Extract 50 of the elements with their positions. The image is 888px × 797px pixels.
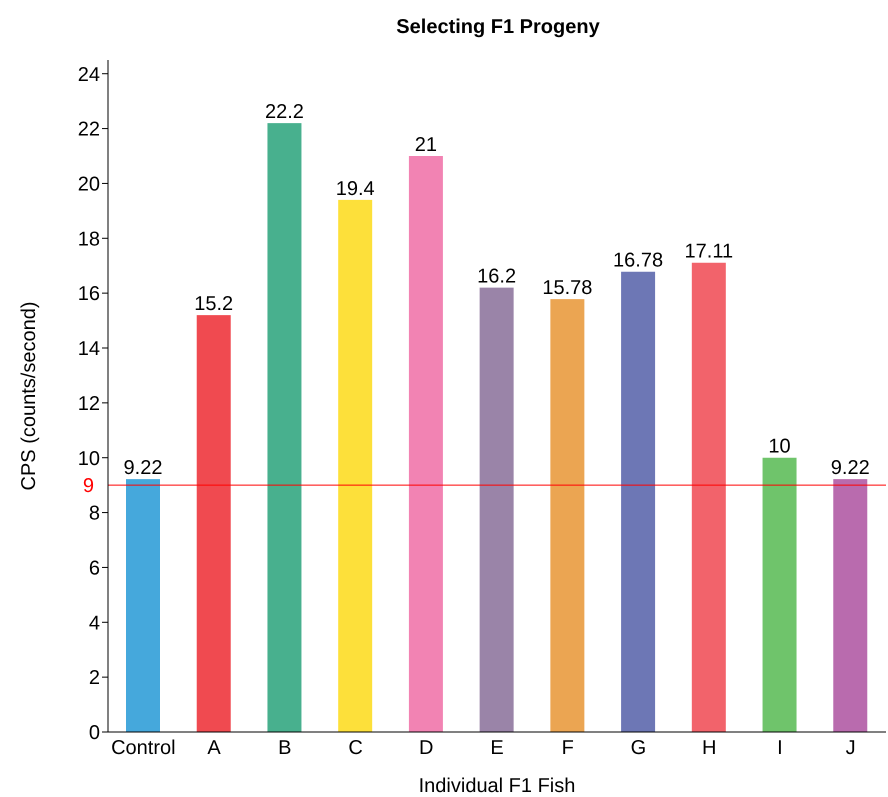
- y-tick-label: 4: [88, 612, 100, 634]
- x-tick-label: E: [490, 737, 504, 760]
- y-tick-label: 6: [88, 558, 100, 580]
- data-label: 22.2: [264, 101, 304, 124]
- data-label: 10: [768, 436, 791, 458]
- y-tick-label: 16: [78, 283, 100, 306]
- x-tick-label: C: [348, 737, 363, 760]
- x-axis-title: Individual F1 Fish: [418, 775, 576, 797]
- bar: [126, 479, 160, 732]
- y-tick-label: 22: [78, 118, 100, 141]
- bar: [550, 299, 584, 732]
- y-tick-label: 12: [78, 392, 100, 415]
- x-tick-label: Control: [111, 737, 176, 760]
- bar: [621, 272, 656, 732]
- y-tick-label: 10: [78, 448, 100, 470]
- bar: [762, 458, 797, 732]
- data-label: 16.2: [477, 266, 516, 288]
- x-tick-label: B: [278, 737, 292, 760]
- data-label: 15.78: [542, 277, 592, 300]
- bar: [338, 200, 372, 732]
- data-label: 19.4: [336, 178, 375, 200]
- x-tick-label: F: [562, 737, 574, 760]
- bar: [692, 262, 726, 732]
- x-tick-label: A: [207, 737, 222, 760]
- data-label: 21: [414, 134, 438, 156]
- x-tick-label: I: [777, 737, 783, 760]
- data-label: 16.78: [613, 250, 664, 272]
- chart-title: Selecting F1 Progeny: [395, 15, 601, 40]
- bar: [480, 288, 514, 732]
- y-tick-label: 24: [78, 64, 100, 86]
- y-axis-title: CPS (counts/second): [18, 302, 40, 490]
- bar: [408, 156, 443, 732]
- x-tick-label: G: [630, 737, 646, 760]
- data-label: 15.2: [194, 293, 234, 316]
- ref-line-label: 9: [82, 475, 94, 498]
- y-tick-label: 2: [88, 667, 100, 690]
- data-label: 17.11: [684, 240, 734, 263]
- y-tick-label: 8: [88, 502, 100, 525]
- x-tick-label: D: [419, 737, 434, 760]
- bar: [267, 123, 302, 732]
- data-label: 9.22: [124, 457, 162, 480]
- bar: [196, 315, 231, 732]
- data-label: 9.22: [830, 457, 870, 480]
- y-tick-label: 20: [78, 174, 100, 196]
- y-tick-label: 14: [78, 338, 100, 360]
- y-tick-label: 18: [78, 228, 100, 250]
- x-tick-label: J: [846, 737, 856, 760]
- y-tick-label: 0: [88, 722, 100, 744]
- bar: [833, 479, 868, 732]
- x-tick-label: H: [702, 737, 716, 760]
